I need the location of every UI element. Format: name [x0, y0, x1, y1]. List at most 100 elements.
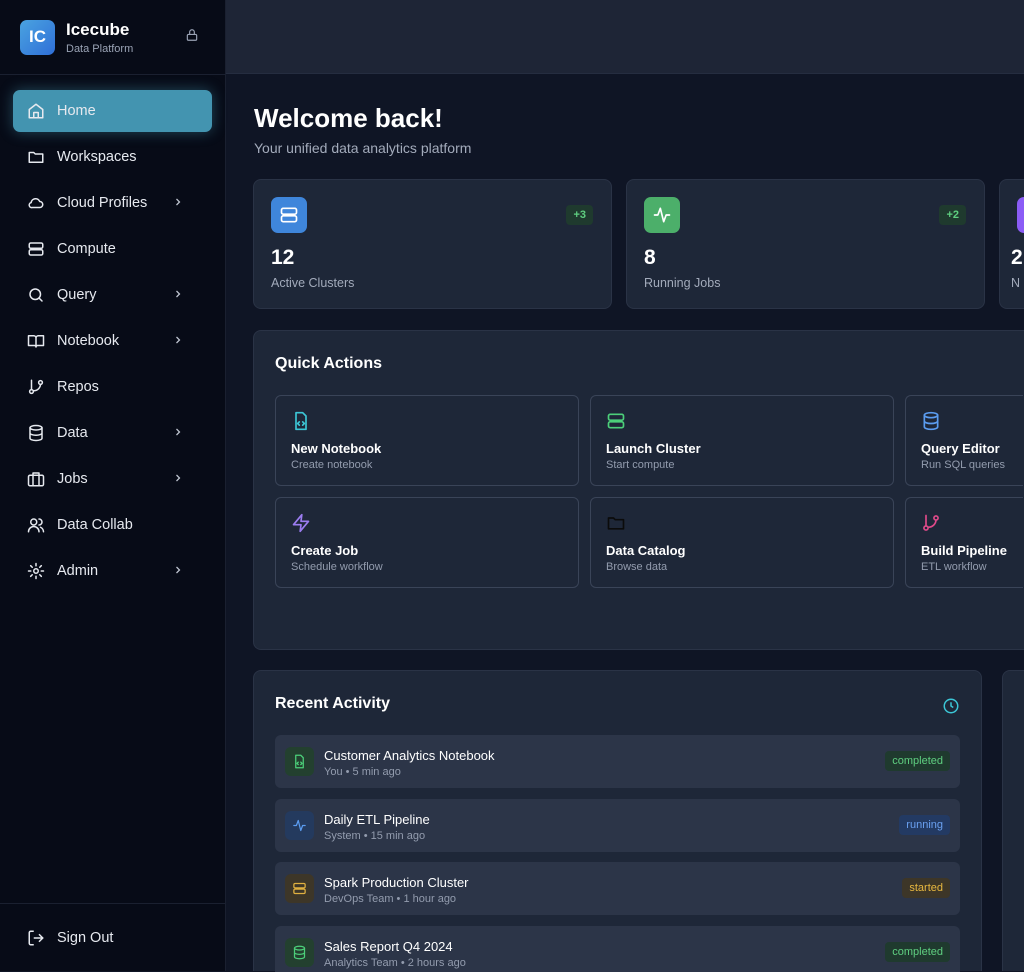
quick-action-title: Create Job — [291, 543, 359, 558]
sidebar-item-admin[interactable]: Admin — [13, 550, 212, 592]
sidebar-item-cloud-profiles[interactable]: Cloud Profiles — [13, 182, 212, 224]
chevron-right-icon — [176, 428, 181, 436]
activity-item[interactable]: Spark Production Cluster DevOps Team • 1 … — [275, 862, 960, 915]
quick-actions-title: Quick Actions — [275, 355, 382, 372]
chevron-right-icon — [176, 336, 181, 344]
sidebar-nav: Home Workspaces Cloud Profiles Compute Query… — [0, 75, 225, 611]
home-icon — [28, 103, 44, 119]
sign-out-button[interactable]: Sign Out — [0, 903, 226, 971]
sidebar-item-label: Home — [57, 103, 96, 119]
sidebar-item-workspaces[interactable]: Workspaces — [13, 136, 212, 178]
logo: IC — [20, 19, 55, 55]
folder-icon — [28, 151, 44, 163]
quick-action-data-catalog[interactable]: Data Catalog Browse data — [590, 497, 894, 588]
recent-activity-title: Recent Activity — [275, 695, 390, 712]
file-code-icon — [295, 754, 304, 769]
sidebar-item-label: Workspaces — [57, 149, 137, 165]
activity-item[interactable]: Daily ETL Pipeline System • 15 min ago run… — [275, 798, 960, 852]
sidebar-item-label: Notebook — [57, 333, 120, 349]
activity-title: Customer Analytics Notebook — [324, 748, 495, 763]
chevron-right-icon — [176, 290, 181, 298]
activity-meta: System • 15 min ago — [324, 829, 426, 842]
quick-action-title: Build Pipeline — [921, 543, 1007, 558]
stat-label: N — [1011, 276, 1021, 290]
stat-card[interactable]: +2 8 Running Jobs — [626, 179, 985, 309]
quick-action-title: Launch Cluster — [606, 441, 701, 456]
chevron-right-icon — [176, 474, 181, 482]
activity-meta: DevOps Team • 1 hour ago — [324, 893, 457, 905]
sidebar-item-data-collab[interactable]: Data Collab — [13, 504, 212, 546]
page-title: Welcome back! — [254, 103, 443, 133]
quick-action-desc: Browse data — [606, 561, 668, 573]
activity-icon — [293, 819, 306, 831]
sign-out-label: Sign Out — [57, 929, 114, 946]
database-icon — [923, 411, 939, 431]
database-icon — [293, 945, 306, 959]
stat-value: 8 — [644, 246, 656, 269]
sidebar-item-label: Data Collab — [57, 517, 133, 533]
quick-action-desc: Run SQL queries — [921, 459, 1005, 471]
sidebar-item-data[interactable]: Data — [13, 412, 212, 454]
status-badge: completed — [885, 751, 950, 771]
chevron-right-icon — [176, 198, 181, 206]
app-name: Icecube — [66, 19, 130, 39]
git-branch-icon — [28, 379, 44, 395]
sidebar-item-repos[interactable]: Repos — [13, 366, 212, 408]
gear-icon — [27, 562, 45, 580]
quick-action-launch-cluster[interactable]: Launch Cluster Start compute — [590, 395, 894, 486]
quick-action-query-editor[interactable]: Query Editor Run SQL queries — [905, 395, 1023, 486]
stat-card[interactable]: +3 12 Active Clusters — [253, 179, 612, 309]
quick-action-create-job[interactable]: Create Job Schedule workflow — [275, 497, 579, 588]
quick-action-title: Query Editor — [921, 441, 1000, 456]
sidebar-item-compute[interactable]: Compute — [13, 228, 212, 270]
activity-item[interactable]: Customer Analytics Notebook You • 5 min a… — [275, 735, 960, 788]
activity-title: Sales Report Q4 2024 — [324, 938, 453, 954]
sidebar-item-notebook[interactable]: Notebook — [13, 320, 212, 362]
sidebar-item-label: Admin — [57, 563, 99, 579]
delta-badge: +2 — [939, 205, 966, 225]
delta-badge: +3 — [566, 205, 593, 225]
status-badge: completed — [885, 941, 950, 962]
git-branch-icon — [923, 514, 939, 531]
sign-out-icon — [28, 930, 44, 945]
brand: IC Icecube Data Platform — [0, 0, 225, 75]
status-badge: running — [899, 814, 950, 835]
server-icon — [280, 207, 298, 223]
sidebar-item-label: Repos — [57, 379, 99, 395]
server-icon — [293, 882, 306, 895]
stat-value: 2 — [1011, 246, 1023, 269]
sidebar-item-jobs[interactable]: Jobs — [13, 458, 212, 500]
database-icon — [29, 424, 43, 442]
search-icon — [29, 288, 43, 302]
sidebar-item-query[interactable]: Query — [13, 274, 212, 316]
quick-action-title: Data Catalog — [606, 543, 686, 558]
status-badge: started — [902, 878, 950, 898]
side-panel — [1002, 670, 1024, 971]
zap-icon — [292, 513, 310, 533]
stat-label: Active Clusters — [271, 276, 355, 290]
sidebar-item-label: Data — [57, 425, 88, 441]
cloud-icon — [28, 197, 44, 209]
quick-action-desc: Schedule workflow — [291, 561, 383, 573]
users-icon — [27, 518, 45, 533]
activity-icon — [653, 207, 671, 223]
sidebar: IC Icecube Data Platform Home Workspaces Cl… — [0, 0, 226, 971]
quick-action-title: New Notebook — [291, 441, 382, 456]
book-icon — [27, 335, 45, 348]
quick-action-desc: Create notebook — [291, 459, 373, 471]
activity-meta: Analytics Team • 2 hours ago — [324, 956, 466, 969]
sidebar-item-label: Compute — [57, 241, 116, 257]
sidebar-item-home[interactable]: Home — [13, 90, 212, 132]
recent-activity-panel: Recent Activity Customer Analytics Noteb… — [253, 670, 982, 972]
quick-action-build-pipeline[interactable]: Build Pipeline ETL workflow — [905, 497, 1023, 588]
file-code-icon — [295, 411, 307, 431]
activity-item[interactable]: Sales Report Q4 2024 Analytics Team • 2 h… — [275, 925, 960, 972]
folder-icon — [607, 517, 625, 530]
activity-title: Daily ETL Pipeline — [324, 811, 430, 827]
quick-actions-panel: Quick Actions New Notebook Create noteboo… — [253, 330, 1024, 650]
lock-icon[interactable] — [185, 28, 199, 42]
page-subtitle: Your unified data analytics platform — [254, 140, 472, 156]
stat-label: Running Jobs — [644, 276, 721, 290]
quick-action-new-notebook[interactable]: New Notebook Create notebook — [275, 395, 579, 486]
